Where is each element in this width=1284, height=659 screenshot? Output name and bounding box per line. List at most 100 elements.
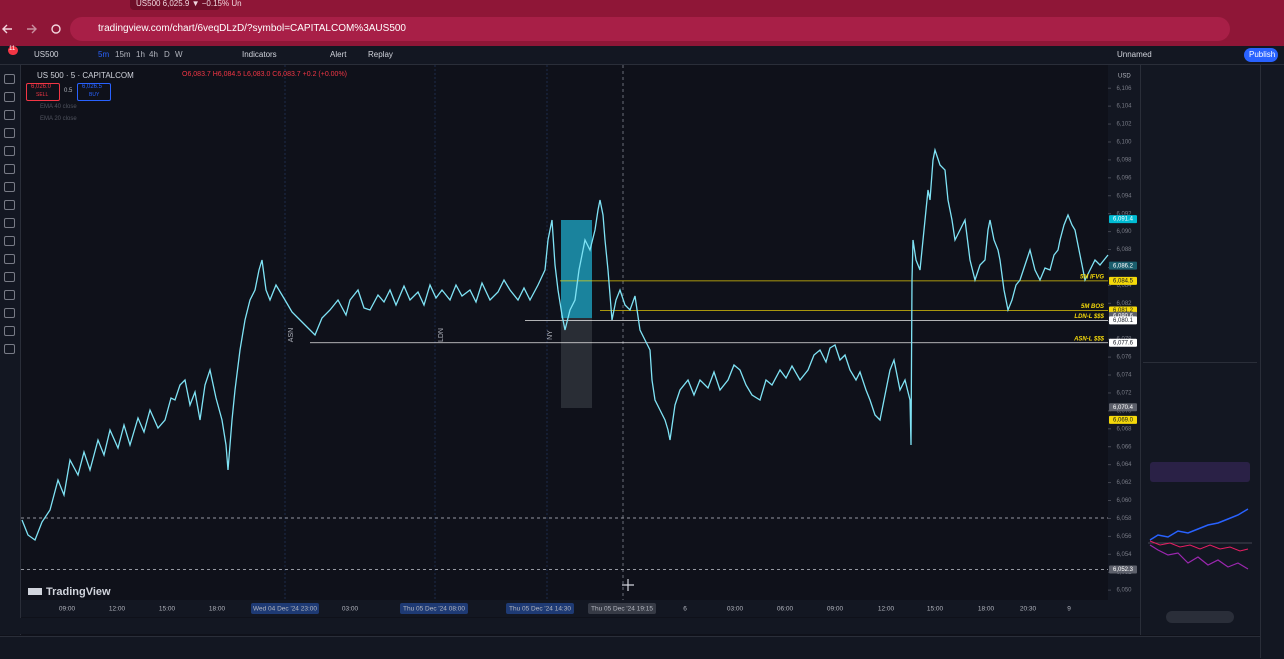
sell-button[interactable]	[26, 83, 60, 101]
tool-icon[interactable]	[4, 146, 15, 156]
study-label: EMA 40 close	[40, 104, 77, 110]
tool-icon[interactable]	[4, 200, 15, 210]
tool-icon[interactable]	[4, 236, 15, 246]
y-tick-label: 6,056	[1116, 534, 1132, 540]
y-tick-label: 6,060	[1116, 498, 1132, 504]
tab[interactable]	[130, 0, 220, 10]
price-tag	[1109, 403, 1137, 412]
tool-icon[interactable]	[4, 128, 15, 138]
level-label: ASN-L $$$	[1073, 336, 1105, 342]
symbol-search[interactable]: US500	[34, 50, 59, 59]
alert-button[interactable]: Alert	[330, 50, 347, 59]
interval[interactable]: 5m	[98, 50, 110, 59]
y-tick-label: 6,070	[1116, 408, 1132, 414]
layout-name[interactable]: Unnamed	[1117, 50, 1152, 59]
y-tick-label: 6,090	[1116, 229, 1132, 235]
y-tick-label: 6,102	[1116, 122, 1132, 128]
tool-icon[interactable]	[4, 254, 15, 264]
time-label: Thu 05 Dec '24 19:15	[591, 606, 653, 613]
tool-icon[interactable]	[4, 74, 15, 84]
tool-icon[interactable]	[4, 218, 15, 228]
range-bar	[0, 618, 1140, 634]
price-tag-label: 6,084.5	[1113, 278, 1134, 284]
replay-button[interactable]: Replay	[368, 50, 393, 59]
tool-icon[interactable]	[4, 92, 15, 102]
buy-button[interactable]	[77, 83, 111, 101]
forward[interactable]	[27, 24, 37, 34]
fvg-box	[561, 220, 592, 318]
price-line	[21, 147, 1109, 542]
time-label: 03:00	[342, 606, 359, 613]
y-tick-label: 6,100	[1116, 140, 1132, 146]
publish-label: Publish	[1249, 50, 1276, 59]
price-tag-label: 6,081.2	[1113, 308, 1134, 314]
price-tag-label: 6,052.3	[1113, 567, 1134, 573]
interval[interactable]: 1h	[136, 50, 145, 59]
price-tag	[1109, 565, 1137, 574]
seasonals-chart	[1148, 508, 1252, 570]
time-label: 9	[1067, 606, 1071, 613]
tool-icon[interactable]	[4, 110, 15, 120]
session-label: ASN	[288, 328, 295, 342]
price-tag	[1109, 415, 1137, 424]
tool-icon[interactable]	[4, 272, 15, 282]
more-seasonals-button[interactable]	[1166, 611, 1234, 623]
y-tick-label: 6,106	[1116, 86, 1132, 92]
interval[interactable]: 4h	[149, 50, 158, 59]
time-label: 09:00	[827, 606, 844, 613]
y-tick-label: 6,072	[1116, 391, 1132, 397]
y-tick-label: 6,068	[1116, 426, 1132, 432]
tab-title: US500 6,025.9 ▼ −0.15% Un	[136, 0, 242, 8]
y-tick-label: 6,066	[1116, 444, 1132, 450]
y-tick-label: 6,064	[1116, 462, 1132, 468]
interval[interactable]: W	[175, 50, 183, 59]
y-tick-label: 6,054	[1116, 552, 1132, 558]
time-label: 20:30	[1020, 606, 1037, 613]
tool-icon[interactable]	[4, 308, 15, 318]
cursor	[622, 579, 634, 591]
session-label: NY	[547, 330, 554, 340]
indicators-button[interactable]: Indicators	[242, 50, 277, 59]
tool-icon[interactable]	[4, 290, 15, 300]
ohlc: O6,083.7 H6,084.5 L6,083.0 C6,083.7 +0.2…	[182, 71, 348, 78]
drawing-toolbar	[0, 65, 21, 635]
y-tick-label: 6,050	[1116, 588, 1132, 594]
chart-pane	[21, 65, 1108, 600]
level-label: LDN-L $$$	[1074, 314, 1104, 320]
time-label: 15:00	[927, 606, 944, 613]
price-tag-label: 6,080.1	[1113, 318, 1134, 324]
chart: USD 6,106 6,104 6,102 6,100 6,098 6,096 6,094 6,…	[21, 65, 1140, 614]
symbol-title: US 500 · 5 · CAPITALCOM	[37, 71, 134, 80]
time-label: Thu 05 Dec '24 08:00	[403, 606, 465, 613]
tool-icon[interactable]	[4, 182, 15, 192]
y-tick-label: 6,076	[1116, 355, 1132, 361]
spread: 0.5	[64, 88, 73, 94]
tool-icon[interactable]	[4, 164, 15, 174]
interval[interactable]: D	[164, 50, 170, 59]
time-label: Thu 05 Dec '24 14:30	[509, 606, 571, 613]
news-card[interactable]	[1150, 462, 1250, 482]
level-label: 5M IFVG	[1080, 274, 1104, 280]
y-tick-label: 6,062	[1116, 480, 1132, 486]
y-tick-label: 6,094	[1116, 193, 1132, 199]
time-highlight	[400, 603, 468, 614]
back[interactable]	[2, 24, 12, 34]
y-tick-label: 6,088	[1116, 247, 1132, 253]
price-tag	[1109, 215, 1137, 224]
y-tick-label: 6,084	[1116, 283, 1132, 289]
time-label: 03:00	[727, 606, 744, 613]
right-panel	[1140, 65, 1261, 635]
price-tag	[1109, 338, 1137, 347]
tool-icon[interactable]	[4, 326, 15, 336]
y-tick-label: 6,098	[1116, 157, 1132, 163]
price-axis	[1108, 65, 1140, 600]
time-label: 06:00	[777, 606, 794, 613]
tool-icon[interactable]	[4, 344, 15, 354]
url: tradingview.com/chart/6veqDLzD/?symbol=C…	[98, 23, 406, 34]
address-bar[interactable]	[70, 17, 1230, 41]
reload[interactable]	[51, 24, 61, 34]
price-tag	[1109, 316, 1137, 325]
interval[interactable]: 15m	[115, 50, 131, 59]
publish-button[interactable]	[1244, 48, 1278, 62]
buy-label: BUY	[89, 92, 100, 98]
